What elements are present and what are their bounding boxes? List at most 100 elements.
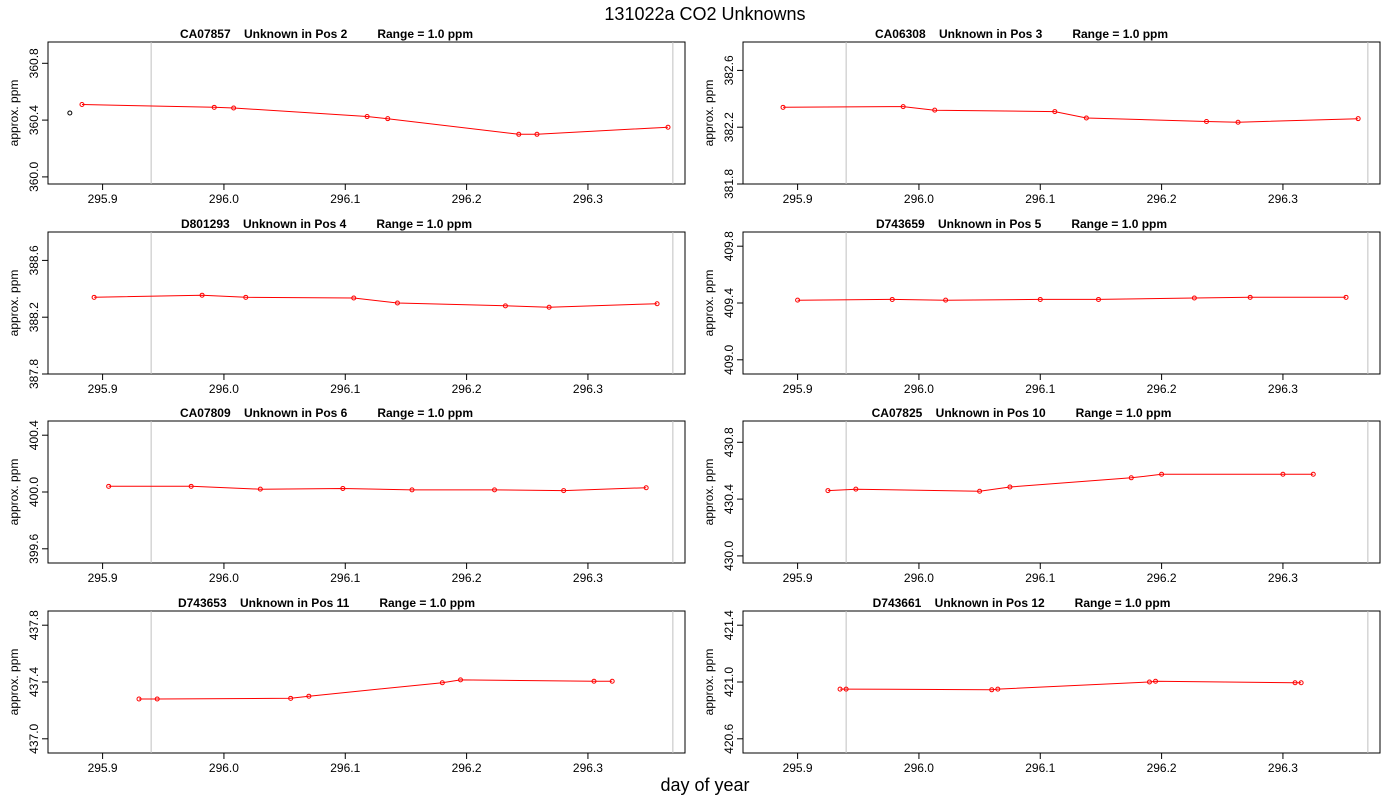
- y-axis-label: approx. ppm: [7, 459, 21, 526]
- data-point: [1235, 119, 1241, 125]
- y-tick-label: 400.4: [27, 420, 41, 450]
- x-tick-label: 296.3: [573, 761, 603, 775]
- data-point: [932, 107, 938, 113]
- data-point: [1052, 109, 1058, 115]
- panel-title: D743659 Unknown in Pos 5 Range = 1.0 ppm: [876, 217, 1167, 231]
- chart-panel: D743653 Unknown in Pos 11 Range = 1.0 pp…: [7, 596, 686, 775]
- data-point: [989, 687, 995, 693]
- x-tick-label: 295.9: [783, 382, 813, 396]
- data-point: [900, 104, 906, 110]
- y-tick-label: 421.4: [722, 610, 736, 640]
- y-tick-label: 387.8: [27, 359, 41, 389]
- x-tick-label: 296.0: [209, 192, 239, 206]
- plot-frame: [742, 420, 1381, 564]
- y-tick-label: 409.0: [722, 344, 736, 374]
- x-tick-label: 295.9: [783, 192, 813, 206]
- x-tick-label: 295.9: [783, 571, 813, 585]
- panel-title: D743653 Unknown in Pos 11 Range = 1.0 pp…: [178, 596, 475, 610]
- data-point: [977, 488, 983, 494]
- chart-panel: CA07825 Unknown in Pos 10 Range = 1.0 pp…: [702, 406, 1381, 585]
- y-axis-label: approx. ppm: [702, 270, 716, 337]
- panel-title: CA06308 Unknown in Pos 3 Range = 1.0 ppm: [875, 27, 1168, 41]
- chart-panel: CA07857 Unknown in Pos 2 Range = 1.0 ppm…: [7, 27, 686, 206]
- y-tick-label: 430.4: [722, 484, 736, 514]
- data-point: [1096, 296, 1102, 302]
- data-point: [257, 486, 263, 492]
- data-point: [780, 104, 786, 110]
- data-point: [1310, 471, 1316, 477]
- data-point: [1343, 294, 1349, 300]
- x-tick-label: 296.2: [452, 192, 482, 206]
- panels: CA07857 Unknown in Pos 2 Range = 1.0 ppm…: [7, 27, 1381, 775]
- data-point: [199, 292, 205, 298]
- data-point: [385, 116, 391, 122]
- data-point: [561, 488, 567, 494]
- panel-title: D801293 Unknown in Pos 4 Range = 1.0 ppm: [181, 217, 472, 231]
- y-tick-label: 409.8: [722, 231, 736, 261]
- x-tick-label: 296.1: [330, 382, 360, 396]
- x-tick-label: 296.3: [573, 192, 603, 206]
- x-tick-label: 296.1: [1025, 382, 1055, 396]
- x-tick-label: 296.0: [904, 382, 934, 396]
- y-tick-label: 399.6: [27, 533, 41, 563]
- data-point: [1280, 471, 1286, 477]
- x-tick-label: 296.1: [1025, 571, 1055, 585]
- chart-panel: CA06308 Unknown in Pos 3 Range = 1.0 ppm…: [702, 27, 1381, 206]
- x-tick-label: 295.9: [88, 192, 118, 206]
- data-point: [1191, 295, 1197, 301]
- data-point: [502, 303, 508, 309]
- data-point: [394, 300, 400, 306]
- data-point: [409, 487, 415, 493]
- y-tick-label: 421.0: [722, 667, 736, 697]
- data-point: [492, 487, 498, 493]
- x-tick-label: 296.0: [904, 761, 934, 775]
- x-tick-label: 296.3: [1268, 761, 1298, 775]
- y-tick-label: 360.4: [27, 105, 41, 135]
- series-line: [782, 106, 1359, 123]
- data-point: [795, 297, 801, 303]
- y-tick-label: 360.0: [27, 162, 41, 192]
- x-tick-label: 296.2: [1147, 192, 1177, 206]
- data-point: [340, 485, 346, 491]
- y-tick-label: 382.2: [722, 112, 736, 142]
- chart-panel: CA07809 Unknown in Pos 6 Range = 1.0 ppm…: [7, 406, 686, 585]
- y-tick-label: 388.2: [27, 302, 41, 332]
- y-tick-label: 430.0: [722, 541, 736, 571]
- x-tick-label: 296.0: [904, 571, 934, 585]
- data-point: [106, 483, 112, 489]
- data-point: [136, 696, 142, 702]
- panel-title: CA07857 Unknown in Pos 2 Range = 1.0 ppm: [180, 27, 473, 41]
- data-point: [364, 114, 370, 120]
- y-tick-label: 430.8: [722, 427, 736, 457]
- y-axis-label: approx. ppm: [702, 80, 716, 147]
- data-point: [1128, 475, 1134, 481]
- chart-panel: D801293 Unknown in Pos 4 Range = 1.0 ppm…: [7, 217, 686, 396]
- series-line: [797, 296, 1346, 301]
- panel-title: D743661 Unknown in Pos 12 Range = 1.0 pp…: [873, 596, 1171, 610]
- chart-panel: D743659 Unknown in Pos 5 Range = 1.0 ppm…: [702, 217, 1381, 396]
- data-point: [843, 686, 849, 692]
- panel-title: CA07825 Unknown in Pos 10 Range = 1.0 pp…: [872, 406, 1172, 420]
- x-axis-label: day of year: [660, 775, 749, 795]
- y-axis-label: approx. ppm: [7, 270, 21, 337]
- data-point: [1159, 471, 1165, 477]
- plot-frame: [742, 41, 1381, 185]
- plot-frame: [47, 420, 686, 564]
- x-tick-label: 296.3: [573, 382, 603, 396]
- data-point: [1247, 294, 1253, 300]
- data-point: [943, 297, 949, 303]
- data-point: [154, 696, 160, 702]
- data-point: [1203, 119, 1209, 125]
- y-tick-label: 388.6: [27, 245, 41, 275]
- x-tick-label: 296.2: [452, 761, 482, 775]
- y-tick-label: 437.0: [27, 723, 41, 753]
- data-point: [91, 294, 97, 300]
- panel-title: CA07809 Unknown in Pos 6 Range = 1.0 ppm: [180, 406, 473, 420]
- plot-frame: [742, 231, 1381, 375]
- series-line: [81, 104, 669, 135]
- data-point: [439, 680, 445, 686]
- x-tick-label: 295.9: [88, 761, 118, 775]
- x-tick-label: 296.1: [1025, 761, 1055, 775]
- chart-panel: D743661 Unknown in Pos 12 Range = 1.0 pp…: [702, 596, 1381, 775]
- data-point: [1037, 296, 1043, 302]
